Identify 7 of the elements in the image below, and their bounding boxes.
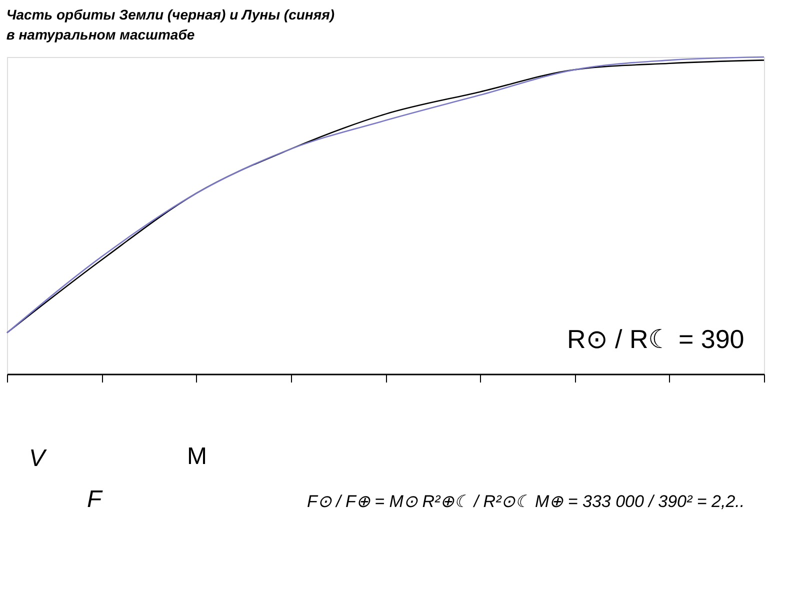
chart-subtitle: в натуральном масштабе — [6, 26, 195, 42]
text: M — [187, 443, 207, 470]
text: F⊙ / F⊕ = M⊙ R²⊕☾ / R²⊙☾ M⊕ = 333 000 / 390² = 2,2.. — [307, 492, 745, 511]
chart-title: Часть орбиты Земли (черная) и Луны (синяя) — [6, 6, 335, 22]
text: F⃗ — [87, 486, 120, 513]
text: V⃗ — [29, 445, 64, 472]
annotation: R⊙ / R☾ = 390 — [567, 324, 744, 354]
